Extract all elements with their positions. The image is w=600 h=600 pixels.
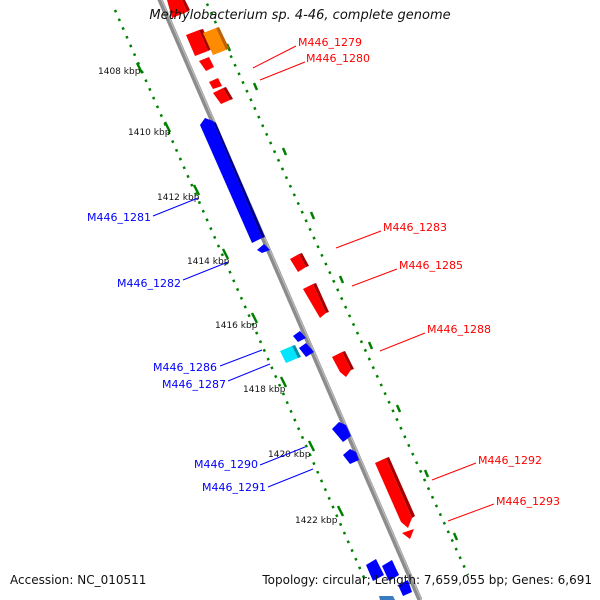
gene-label-forward[interactable]: M446_1280	[306, 52, 370, 65]
leader-lines-reverse	[152, 197, 314, 488]
leader-line	[335, 230, 382, 249]
gene-label-reverse[interactable]: M446_1282	[117, 277, 181, 290]
gene-feature[interactable]	[402, 529, 414, 539]
tick-marks	[135, 62, 345, 517]
leader-line	[182, 261, 229, 281]
leader-line	[219, 349, 263, 367]
outer-tick-mark	[252, 82, 259, 91]
accession-text: Accession: NC_010511	[10, 573, 147, 587]
leader-line	[379, 332, 426, 352]
leader-line	[447, 503, 495, 522]
tick-label: 1418 kbp	[243, 385, 286, 395]
gene-label-forward[interactable]: M446_1279	[298, 36, 362, 49]
gene-feature[interactable]	[299, 343, 314, 357]
reverse-track-dotted-line	[113, 9, 367, 581]
gene-feature[interactable]	[366, 559, 384, 581]
tick-mark	[279, 376, 288, 388]
tick-mark	[250, 312, 259, 324]
tick-label: 1412 kbp	[157, 193, 200, 203]
gene-feature-edge	[313, 283, 329, 313]
tick-mark	[192, 184, 201, 196]
tick-mark	[135, 62, 144, 74]
outer-tick-mark	[452, 532, 459, 541]
gene-label-forward[interactable]: M446_1283	[383, 221, 447, 234]
gene-feature[interactable]	[290, 254, 306, 272]
leader-line	[267, 468, 314, 488]
tick-label: 1416 kbp	[215, 321, 258, 331]
gene-feature[interactable]	[332, 352, 351, 377]
genome-summary-text: Topology: circular; Length: 7,659,055 bp…	[262, 573, 592, 587]
tick-label: 1422 kbp	[295, 516, 338, 526]
outer-tick-mark	[423, 469, 430, 478]
outer-tick-mark	[309, 211, 316, 220]
leader-line	[351, 268, 398, 287]
gene-feature[interactable]	[209, 78, 222, 89]
genome-backbone	[157, 0, 423, 600]
gene-label-forward[interactable]: M446_1293	[496, 495, 560, 508]
reverse-genes	[200, 118, 412, 600]
genome-title: Methylobacterium sp. 4-46, complete geno…	[149, 8, 451, 23]
gene-feature[interactable]	[167, 0, 187, 18]
tick-mark	[336, 505, 345, 517]
gene-label-forward[interactable]: M446_1292	[478, 454, 542, 467]
outer-tick-mark	[367, 341, 374, 350]
gene-label-reverse[interactable]: M446_1291	[202, 481, 266, 494]
gene-label-reverse[interactable]: M446_1287	[162, 378, 226, 391]
tick-label: 1408 kbp	[98, 67, 141, 77]
gene-feature-edge	[182, 0, 190, 12]
outer-tick-mark	[281, 147, 288, 156]
gene-feature-edge	[299, 253, 309, 267]
outer-tick-mark	[338, 275, 345, 284]
gene-label-reverse[interactable]: M446_1286	[153, 361, 217, 374]
gene-feature[interactable]	[382, 560, 399, 581]
gene-feature-highlight[interactable]	[280, 346, 298, 363]
gene-label-forward[interactable]: M446_1285	[399, 259, 463, 272]
outer-tick-mark	[395, 404, 402, 413]
tick-mark	[221, 248, 230, 260]
gene-feature[interactable]	[375, 458, 412, 528]
gene-feature-edge	[216, 27, 229, 50]
forward-track-dotted-line	[203, 0, 470, 576]
leader-line	[259, 61, 306, 81]
gene-feature[interactable]	[293, 331, 306, 342]
tick-label: 1410 kbp	[128, 128, 171, 138]
tick-mark	[163, 121, 172, 133]
leader-line	[252, 45, 297, 69]
leader-line	[431, 462, 477, 481]
outer-tick-marks	[225, 43, 459, 541]
gene-feature-edge	[386, 457, 415, 518]
gene-label-forward[interactable]: M446_1288	[427, 323, 491, 336]
gene-feature[interactable]	[199, 57, 214, 71]
tick-label: 1414 kbp	[187, 257, 230, 267]
gene-feature[interactable]	[213, 88, 230, 104]
tick-label: 1420 kbp	[268, 450, 311, 460]
leader-line	[259, 446, 306, 466]
gene-label-reverse[interactable]: M446_1290	[194, 458, 258, 471]
tick-mark	[307, 440, 316, 452]
gene-feature[interactable]	[257, 244, 270, 253]
gene-feature[interactable]	[379, 596, 395, 600]
leader-line	[227, 363, 271, 382]
gene-feature[interactable]	[200, 118, 262, 243]
gene-feature-edge	[342, 351, 354, 370]
forward-genes	[167, 0, 415, 539]
genome-backbone-highlight	[161, 0, 423, 600]
gene-feature[interactable]	[186, 30, 208, 56]
gene-feature[interactable]	[332, 422, 351, 442]
gene-feature-edge	[223, 87, 233, 100]
gene-feature[interactable]	[398, 580, 412, 596]
gene-feature-edge	[213, 121, 265, 238]
gene-label-reverse[interactable]: M446_1281	[87, 211, 151, 224]
leader-line	[152, 197, 199, 217]
gene-feature-edge	[292, 345, 301, 358]
leader-lines-forward	[252, 45, 495, 522]
gene-feature[interactable]	[303, 284, 326, 318]
gene-feature-highlight[interactable]	[203, 28, 226, 55]
gene-feature[interactable]	[343, 449, 359, 464]
